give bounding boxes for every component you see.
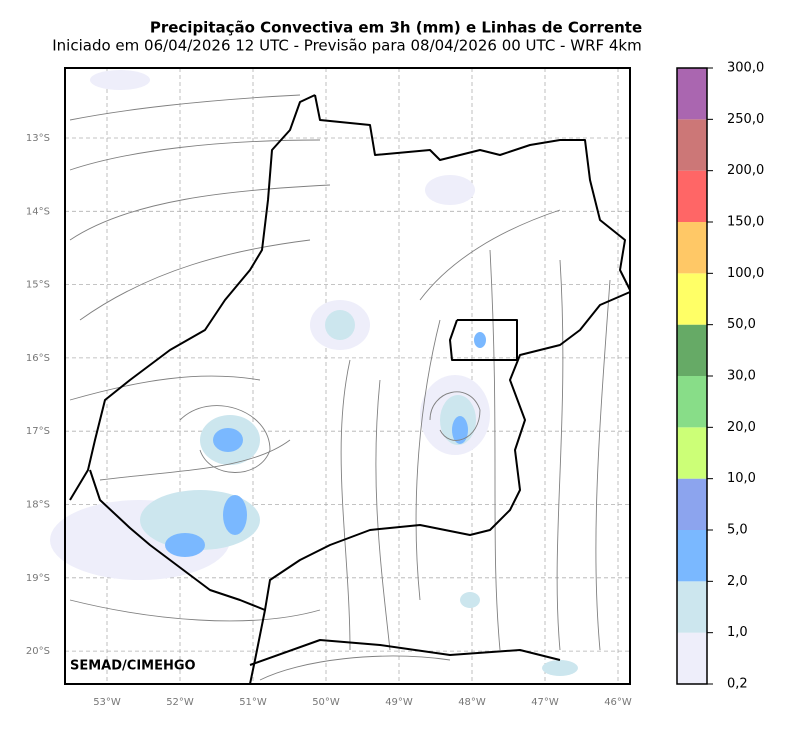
credit: SEMAD/CIMEHGO <box>70 659 196 674</box>
grid <box>65 68 630 684</box>
lat-label: 17°S <box>26 426 50 437</box>
lat-label: 13°S <box>26 133 50 144</box>
lat-label: 16°S <box>26 353 50 364</box>
colorbar-segment <box>677 68 707 120</box>
lon-label: 48°W <box>458 697 486 708</box>
colorbar-segment <box>677 222 707 274</box>
lon-label: 50°W <box>312 697 340 708</box>
streamlines <box>69 94 611 681</box>
colorbar-segment <box>677 119 707 171</box>
colorbar-label: 30,0 <box>727 369 756 384</box>
axis-labels: 13°S 14°S 15°S 16°S 17°S 18°S 19°S 20°S 53°W 52°W… <box>26 133 632 708</box>
colorbar-segment <box>677 170 707 222</box>
precipitation <box>50 70 578 676</box>
colorbar-segment <box>677 376 707 428</box>
colorbar-segment <box>677 324 707 376</box>
title: Precipitação Convectiva em 3h (mm) e Lin… <box>150 19 642 37</box>
lat-label: 20°S <box>26 646 50 657</box>
lon-label: 47°W <box>531 697 559 708</box>
colorbar-label: 250,0 <box>727 112 764 127</box>
lon-label: 53°W <box>93 697 121 708</box>
colorbar-label: 200,0 <box>727 163 764 178</box>
lat-label: 19°S <box>26 573 50 584</box>
colorbar-label: 300,0 <box>727 61 764 76</box>
lon-label: 52°W <box>166 697 194 708</box>
boundaries <box>69 94 631 685</box>
lon-label: 46°W <box>604 697 632 708</box>
map-frame <box>64 67 631 685</box>
colorbar-label: 1,0 <box>727 625 748 640</box>
colorbar-label: 20,0 <box>727 420 756 435</box>
lon-label: 49°W <box>385 697 413 708</box>
colorbar-segment <box>677 478 707 530</box>
colorbar-label: 0,2 <box>727 677 748 692</box>
lat-label: 18°S <box>26 500 50 511</box>
colorbar: 0,2 1,0 2,0 5,0 10,0 20,0 30,0 50,0 100,0 150,0 20… <box>676 61 764 692</box>
colorbar-segment <box>677 581 707 633</box>
colorbar-label: 100,0 <box>727 266 764 281</box>
colorbar-segment <box>677 273 707 325</box>
lat-label: 14°S <box>26 206 50 217</box>
colorbar-label: 150,0 <box>727 215 764 230</box>
colorbar-segment <box>677 530 707 582</box>
colorbar-label: 10,0 <box>727 471 756 486</box>
colorbar-label: 5,0 <box>727 523 748 538</box>
colorbar-segment <box>677 427 707 479</box>
colorbar-label: 2,0 <box>727 574 748 589</box>
colorbar-label: 50,0 <box>727 317 756 332</box>
subtitle: Iniciado em 06/04/2026 12 UTC - Previsão… <box>52 37 641 55</box>
lat-label: 15°S <box>26 280 50 291</box>
colorbar-segment <box>677 632 707 684</box>
lon-label: 51°W <box>239 697 267 708</box>
